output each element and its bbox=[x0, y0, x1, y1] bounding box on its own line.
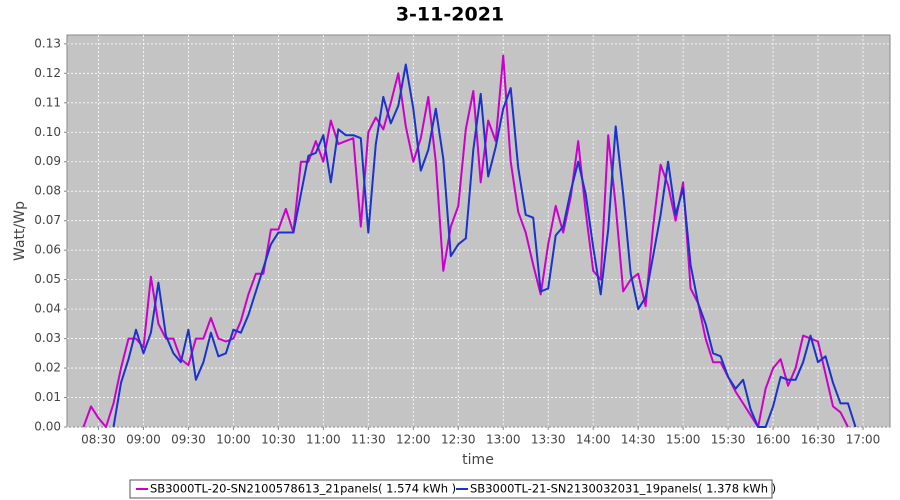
x-tick-label: 12:30 bbox=[441, 433, 476, 447]
x-tick-label: 09:30 bbox=[171, 433, 206, 447]
y-tick-label: 0.11 bbox=[34, 95, 61, 109]
x-tick-label: 14:30 bbox=[621, 433, 656, 447]
y-tick-label: 0.04 bbox=[34, 302, 61, 316]
y-axis-label: Watt/Wp bbox=[12, 201, 28, 261]
legend bbox=[129, 479, 773, 499]
y-tick-label: 0.03 bbox=[34, 331, 61, 345]
x-tick-label: 11:30 bbox=[351, 433, 386, 447]
y-tick-label: 0.00 bbox=[34, 420, 61, 434]
y-tick-label: 0.12 bbox=[34, 66, 61, 80]
x-tick-label: 13:00 bbox=[486, 433, 521, 447]
x-tick-label: 14:00 bbox=[576, 433, 611, 447]
plot-area bbox=[66, 34, 891, 428]
x-tick-label: 11:00 bbox=[306, 433, 341, 447]
x-tick-label: 10:00 bbox=[216, 433, 251, 447]
y-tick-label: 0.06 bbox=[34, 243, 61, 257]
series-line bbox=[112, 63, 857, 428]
x-tick-label: 10:30 bbox=[261, 433, 296, 447]
series-line bbox=[82, 54, 849, 428]
x-tick-label: 08:30 bbox=[81, 433, 116, 447]
y-tick-label: 0.07 bbox=[34, 213, 61, 227]
x-tick-label: 17:00 bbox=[846, 433, 881, 447]
x-tick-label: 13:30 bbox=[531, 433, 566, 447]
x-tick-label: 09:00 bbox=[126, 433, 161, 447]
x-tick-label: 16:30 bbox=[801, 433, 836, 447]
x-tick-label: 16:00 bbox=[756, 433, 791, 447]
y-tick-label: 0.13 bbox=[34, 36, 61, 50]
x-axis-label: time bbox=[462, 452, 494, 468]
y-tick-label: 0.09 bbox=[34, 154, 61, 168]
chart-title: 3-11-2021 bbox=[396, 4, 504, 26]
x-tick-label: 15:00 bbox=[666, 433, 701, 447]
y-tick-label: 0.08 bbox=[34, 184, 61, 198]
y-tick-label: 0.10 bbox=[34, 125, 61, 139]
x-tick-label: 12:00 bbox=[396, 433, 431, 447]
y-tick-label: 0.02 bbox=[34, 361, 61, 375]
x-tick-label: 15:30 bbox=[711, 433, 746, 447]
y-tick-label: 0.01 bbox=[34, 390, 61, 404]
legend-label: SB3000TL-21-SN2130032031_19panels( 1.378… bbox=[470, 482, 776, 496]
legend-label: SB3000TL-20-SN2100578613_21panels( 1.574… bbox=[150, 482, 456, 496]
y-tick-label: 0.05 bbox=[34, 272, 61, 286]
